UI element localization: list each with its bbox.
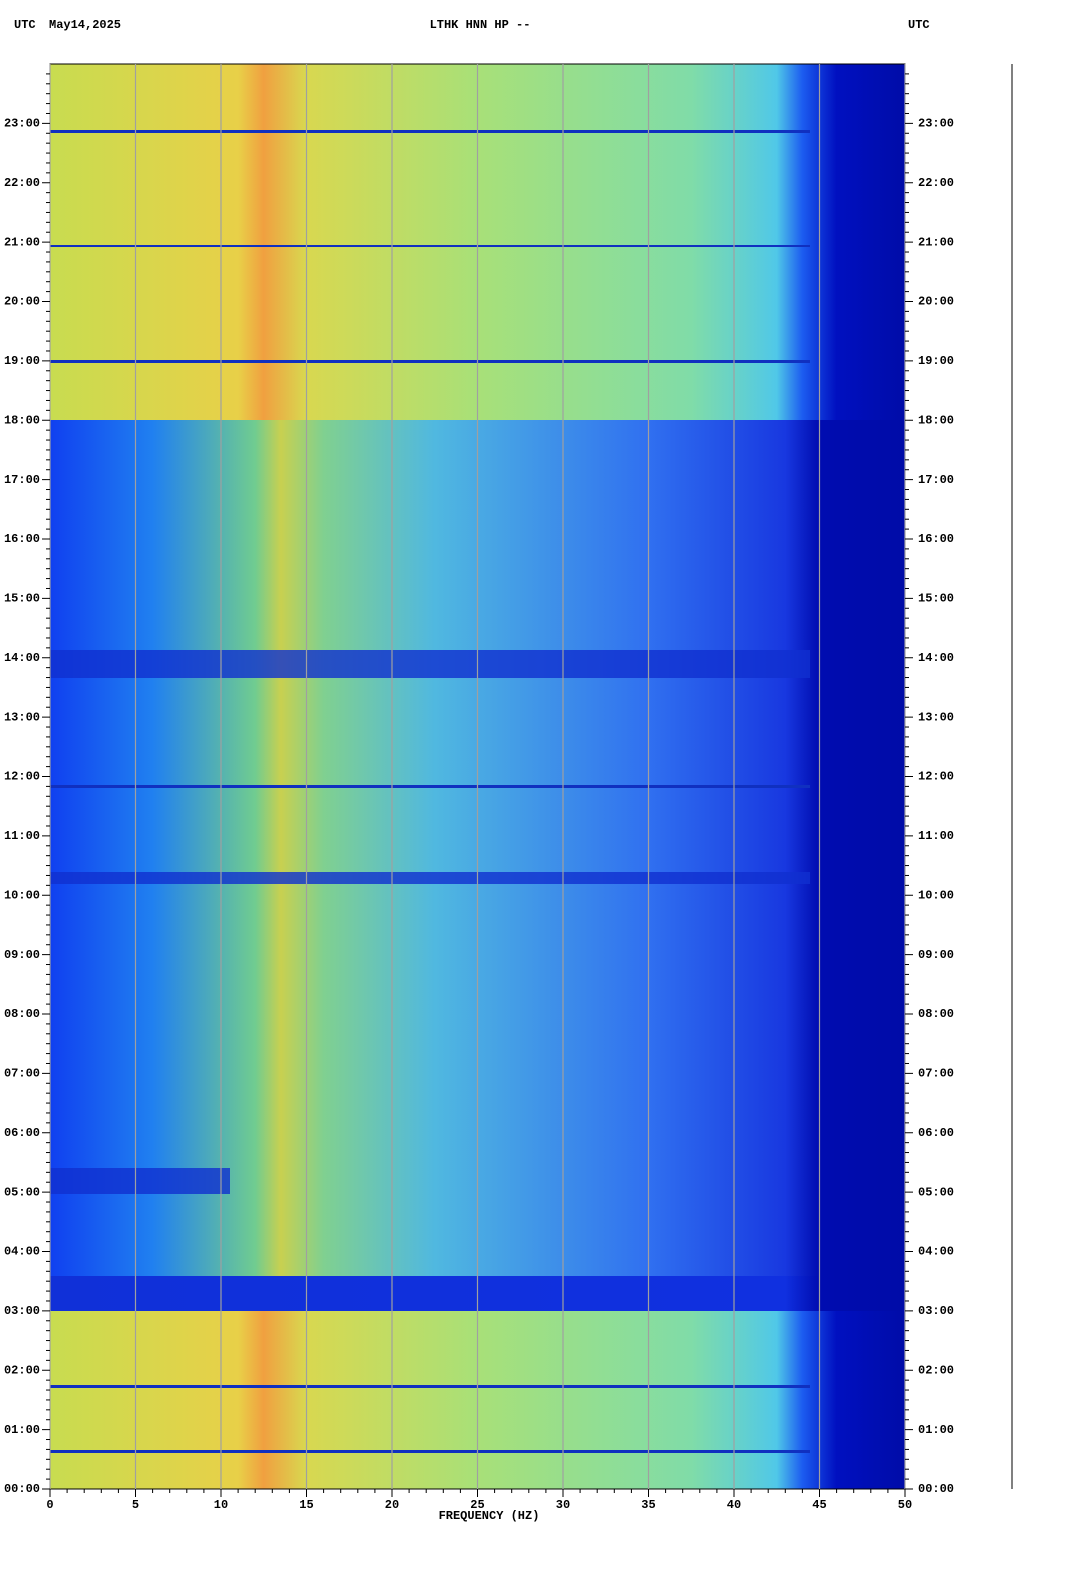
y-tick-label: 07:00 <box>4 1067 40 1081</box>
y2-tick-label: 01:00 <box>918 1423 954 1437</box>
y-tick-label: 16:00 <box>4 532 40 546</box>
y2-tick-label: 06:00 <box>918 1126 954 1140</box>
chart-title: LTHK HNN HP -- <box>430 18 531 32</box>
y-tick-label: 22:00 <box>4 176 40 190</box>
y-tick-label: 02:00 <box>4 1363 40 1377</box>
y2-tick-label: 13:00 <box>918 710 954 724</box>
y2-tick-label: 19:00 <box>918 354 954 368</box>
y-tick-label: 18:00 <box>4 413 40 427</box>
y2-tick-label: 21:00 <box>918 235 954 249</box>
x-tick-label: 25 <box>470 1498 484 1512</box>
y2-tick-label: 22:00 <box>918 176 954 190</box>
y-tick-label: 19:00 <box>4 354 40 368</box>
x-tick-label: 0 <box>46 1498 53 1512</box>
streak <box>50 245 810 247</box>
y2-tick-label: 12:00 <box>918 770 954 784</box>
y2-tick-label: 17:00 <box>918 473 954 487</box>
x-tick-label: 35 <box>641 1498 655 1512</box>
streak <box>50 1385 810 1388</box>
left-label: UTC <box>14 18 36 32</box>
y-tick-label: 03:00 <box>4 1304 40 1318</box>
y-tick-label: 15:00 <box>4 592 40 606</box>
x-tick-label: 10 <box>214 1498 228 1512</box>
band <box>50 1168 230 1194</box>
y2-tick-label: 20:00 <box>918 295 954 309</box>
right-label: UTC <box>908 18 930 32</box>
y-tick-label: 06:00 <box>4 1126 40 1140</box>
y2-tick-label: 14:00 <box>918 651 954 665</box>
date: May14,2025 <box>49 18 121 32</box>
x-tick-label: 40 <box>727 1498 741 1512</box>
x-tick-label: 30 <box>556 1498 570 1512</box>
x-axis-label: FREQUENCY (HZ) <box>439 1509 540 1523</box>
y-tick-label: 23:00 <box>4 117 40 131</box>
y2-tick-label: 09:00 <box>918 948 954 962</box>
y2-tick-label: 00:00 <box>918 1482 954 1496</box>
y2-tick-label: 04:00 <box>918 1245 954 1259</box>
y-tick-label: 21:00 <box>4 235 40 249</box>
band <box>50 872 810 884</box>
y2-tick-label: 23:00 <box>918 117 954 131</box>
band <box>50 650 810 678</box>
x-tick-label: 5 <box>132 1498 139 1512</box>
y-tick-label: 04:00 <box>4 1245 40 1259</box>
x-tick-label: 45 <box>812 1498 826 1512</box>
y2-tick-label: 08:00 <box>918 1007 954 1021</box>
streak <box>50 785 810 788</box>
y2-tick-label: 11:00 <box>918 829 954 843</box>
x-tick-label: 15 <box>299 1498 313 1512</box>
y-tick-label: 09:00 <box>4 948 40 962</box>
y-tick-label: 13:00 <box>4 710 40 724</box>
streak <box>50 360 810 363</box>
y-tick-label: 17:00 <box>4 473 40 487</box>
y-tick-label: 20:00 <box>4 295 40 309</box>
y2-tick-label: 07:00 <box>918 1067 954 1081</box>
y2-tick-label: 05:00 <box>918 1185 954 1199</box>
y-tick-label: 01:00 <box>4 1423 40 1437</box>
y-tick-label: 05:00 <box>4 1185 40 1199</box>
x-tick-label: 50 <box>898 1498 912 1512</box>
streak <box>50 130 810 133</box>
y2-tick-label: 03:00 <box>918 1304 954 1318</box>
y2-tick-label: 02:00 <box>918 1363 954 1377</box>
x-tick-label: 20 <box>385 1498 399 1512</box>
y2-tick-label: 18:00 <box>918 413 954 427</box>
y-tick-label: 10:00 <box>4 888 40 902</box>
y-tick-label: 14:00 <box>4 651 40 665</box>
y2-tick-label: 15:00 <box>918 592 954 606</box>
y-tick-label: 08:00 <box>4 1007 40 1021</box>
y2-tick-label: 10:00 <box>918 888 954 902</box>
y2-tick-label: 16:00 <box>918 532 954 546</box>
y-tick-label: 11:00 <box>4 829 40 843</box>
y-tick-label: 00:00 <box>4 1482 40 1496</box>
y-tick-label: 12:00 <box>4 770 40 784</box>
streak <box>50 1450 810 1453</box>
